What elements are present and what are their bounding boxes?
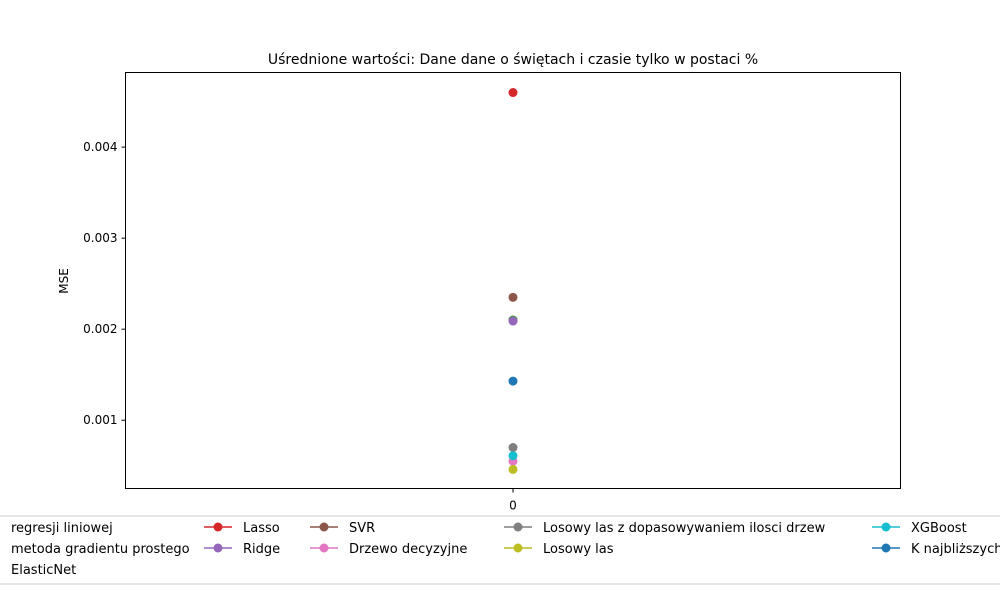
legend-item: Drzewo decyzyjne [310,542,467,557]
data-point [508,443,518,453]
legend-label: Ridge [243,542,280,557]
legend-item: XGBoost [872,521,967,536]
y-tick-label: 0.001 [83,413,117,427]
legend-frame [0,515,1000,585]
legend-marker [513,543,523,553]
data-point [508,464,518,474]
y-axis-label: MSE [57,268,71,294]
legend-item: metoda gradientu prostego [11,542,190,557]
data-point [508,88,518,98]
legend-item: Lasso [204,521,280,536]
x-tick-label: 0 [509,499,517,513]
legend-label: K najbliższych [911,542,1000,557]
legend-item: Ridge [204,542,280,557]
legend-label: Drzewo decyzyjne [349,542,467,557]
legend-marker [319,522,329,532]
legend-label: metoda gradientu prostego [11,542,190,557]
data-point [508,292,518,302]
data-point [508,451,518,461]
legend-marker [881,543,891,553]
legend-item: ElasticNet [11,563,76,578]
y-tick-label: 0.004 [83,140,117,154]
plot-area [125,72,901,489]
legend-item: SVR [310,521,375,536]
legend-marker [213,543,223,553]
data-point [508,316,518,326]
data-point [508,376,518,386]
legend: regresji liniowej metoda gradientu proste… [0,515,1000,585]
legend-item: Losowy las [504,542,614,557]
chart-title: Uśrednione wartości: Dane dane o świętac… [268,52,758,68]
legend-item: regresji liniowej [11,521,113,536]
data-points [508,88,518,474]
legend-label: ElasticNet [11,563,76,578]
legend-label: Lasso [243,521,280,536]
legend-label: regresji liniowej [11,521,113,536]
y-tick-label: 0.003 [83,231,117,245]
x-axis-ticks: 0 [509,488,517,513]
y-axis-ticks: 0.001 0.002 0.003 0.004 [83,140,126,427]
legend-label: SVR [349,521,375,536]
legend-marker [513,522,523,532]
legend-marker [881,522,891,532]
legend-label: Losowy las z dopasowywaniem ilosci drzew [543,521,826,536]
y-tick-label: 0.002 [83,322,117,336]
legend-label: Losowy las [543,542,614,557]
legend-item: K najbliższych [872,542,1000,557]
legend-marker [319,543,329,553]
legend-label: XGBoost [911,521,967,536]
legend-marker [213,522,223,532]
legend-item: Losowy las z dopasowywaniem ilosci drzew [504,521,826,536]
